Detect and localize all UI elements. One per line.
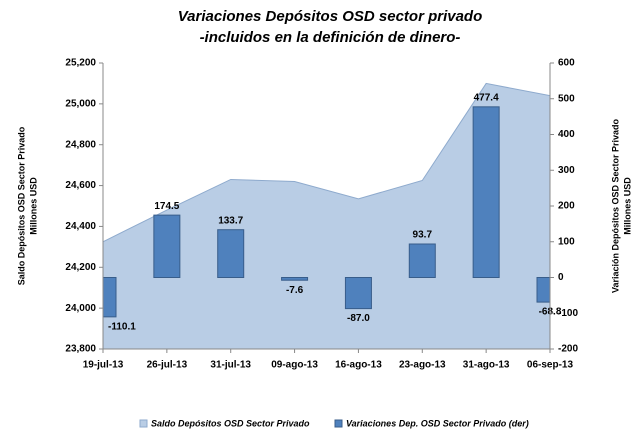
bar: [103, 277, 117, 318]
area: [103, 82, 550, 349]
chart-title: Variaciones Depósitos OSD sector privado: [178, 8, 483, 25]
x-tick-label: 09-ago-13: [271, 360, 318, 371]
y2-tick-label: 500: [558, 93, 575, 104]
bar: [153, 214, 181, 279]
legend-swatch: [139, 419, 148, 428]
y2-axis-title: Variación Depósitos OSD Sector Privado: [610, 118, 620, 293]
x-tick-label: 26-jul-13: [147, 360, 188, 371]
bar: [281, 277, 309, 281]
data-label: -7.6: [286, 285, 304, 296]
y-tick-label: 24,800: [65, 139, 96, 150]
y2-tick-label: 100: [558, 236, 575, 247]
legend-label: Variaciones Dep. OSD Sector Privado (der…: [346, 418, 529, 428]
y-tick-label: 24,400: [65, 221, 96, 232]
plot-area: [103, 82, 550, 349]
y2-tick-label: -200: [558, 344, 578, 355]
bar: [344, 277, 372, 310]
y-tick-label: 25,000: [65, 98, 96, 109]
x-tick-label: 19-jul-13: [83, 360, 124, 371]
y-tick-label: 24,600: [65, 180, 96, 191]
x-tick-label: 31-ago-13: [463, 360, 510, 371]
y2-tick-label: 200: [558, 201, 575, 212]
x-tick-label: 06-sep-13: [527, 360, 574, 371]
y2-tick-label: 400: [558, 129, 575, 140]
legend-swatch: [334, 419, 343, 428]
data-label: 174.5: [154, 201, 179, 212]
y2-tick-label: 0: [558, 272, 564, 283]
bar: [536, 277, 550, 303]
x-tick-label: 31-jul-13: [210, 360, 251, 371]
y-tick-label: 23,800: [65, 344, 96, 355]
y-axis-title: Saldo Depósitos OSD Sector Privado: [16, 126, 26, 285]
bar: [408, 243, 436, 278]
y2-tick-label: 300: [558, 165, 575, 176]
bar: [217, 229, 245, 279]
data-label: -87.0: [347, 313, 370, 324]
legend-label: Saldo Depósitos OSD Sector Privado: [151, 418, 310, 428]
data-label: -110.1: [108, 322, 136, 333]
x-tick-label: 16-ago-13: [335, 360, 382, 371]
x-tick-label: 23-ago-13: [399, 360, 446, 371]
bar: [472, 106, 500, 278]
y-tick-label: 24,200: [65, 262, 96, 273]
data-label: 93.7: [413, 230, 433, 241]
y2-axis-title: Millones USD: [622, 177, 632, 235]
y2-tick-label: 600: [558, 58, 575, 69]
y2-tick-label: -100: [558, 308, 578, 319]
y-tick-label: 24,000: [65, 303, 96, 314]
chart-subtitle: -incluidos en la definición de dinero-: [200, 29, 461, 46]
y-tick-label: 25,200: [65, 58, 96, 69]
y-axis-title: Millones USD: [28, 177, 38, 235]
data-label: 133.7: [218, 215, 243, 226]
data-label: 477.4: [474, 92, 499, 103]
